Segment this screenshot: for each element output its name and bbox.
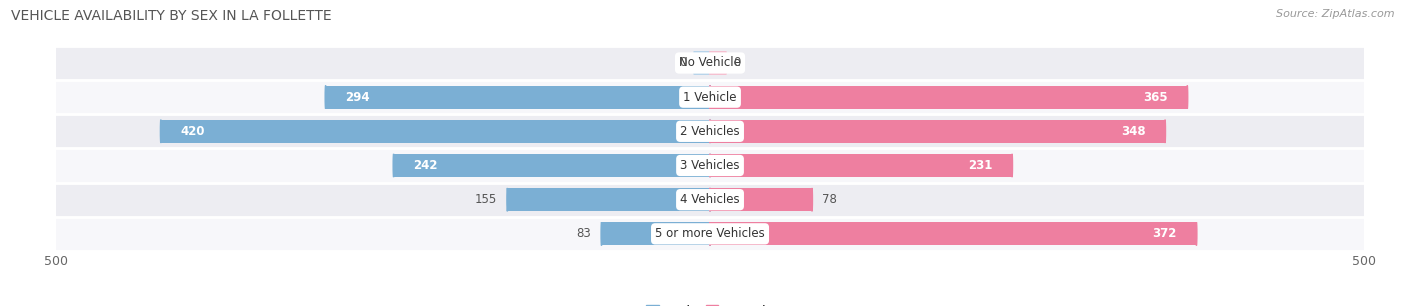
Text: Source: ZipAtlas.com: Source: ZipAtlas.com <box>1277 9 1395 19</box>
Bar <box>710 154 1012 177</box>
Bar <box>602 222 710 245</box>
Text: 2 Vehicles: 2 Vehicles <box>681 125 740 138</box>
Bar <box>56 217 1364 251</box>
Text: 0: 0 <box>734 57 741 69</box>
Text: 3 Vehicles: 3 Vehicles <box>681 159 740 172</box>
Bar <box>710 188 813 211</box>
Text: 372: 372 <box>1153 227 1177 240</box>
Bar <box>160 120 710 143</box>
Bar <box>56 183 1364 217</box>
Bar <box>710 120 1166 143</box>
Text: 348: 348 <box>1121 125 1146 138</box>
Text: 231: 231 <box>969 159 993 172</box>
Bar <box>56 46 1364 80</box>
Legend: Male, Female: Male, Female <box>641 300 779 306</box>
Text: 0: 0 <box>679 57 686 69</box>
Text: 78: 78 <box>823 193 838 206</box>
Text: 420: 420 <box>180 125 205 138</box>
Text: 83: 83 <box>576 227 591 240</box>
Bar <box>326 86 710 109</box>
Bar <box>710 86 1187 109</box>
Bar <box>710 51 725 75</box>
Bar <box>56 80 1364 114</box>
Text: 4 Vehicles: 4 Vehicles <box>681 193 740 206</box>
Text: VEHICLE AVAILABILITY BY SEX IN LA FOLLETTE: VEHICLE AVAILABILITY BY SEX IN LA FOLLET… <box>11 9 332 23</box>
Bar <box>56 114 1364 148</box>
Text: 5 or more Vehicles: 5 or more Vehicles <box>655 227 765 240</box>
Text: No Vehicle: No Vehicle <box>679 57 741 69</box>
Text: 155: 155 <box>475 193 496 206</box>
Text: 242: 242 <box>413 159 437 172</box>
Bar <box>710 222 1197 245</box>
Bar <box>508 188 710 211</box>
Bar <box>394 154 710 177</box>
Text: 1 Vehicle: 1 Vehicle <box>683 91 737 104</box>
Bar <box>695 51 710 75</box>
Text: 294: 294 <box>346 91 370 104</box>
Bar <box>56 148 1364 183</box>
Text: 365: 365 <box>1143 91 1167 104</box>
